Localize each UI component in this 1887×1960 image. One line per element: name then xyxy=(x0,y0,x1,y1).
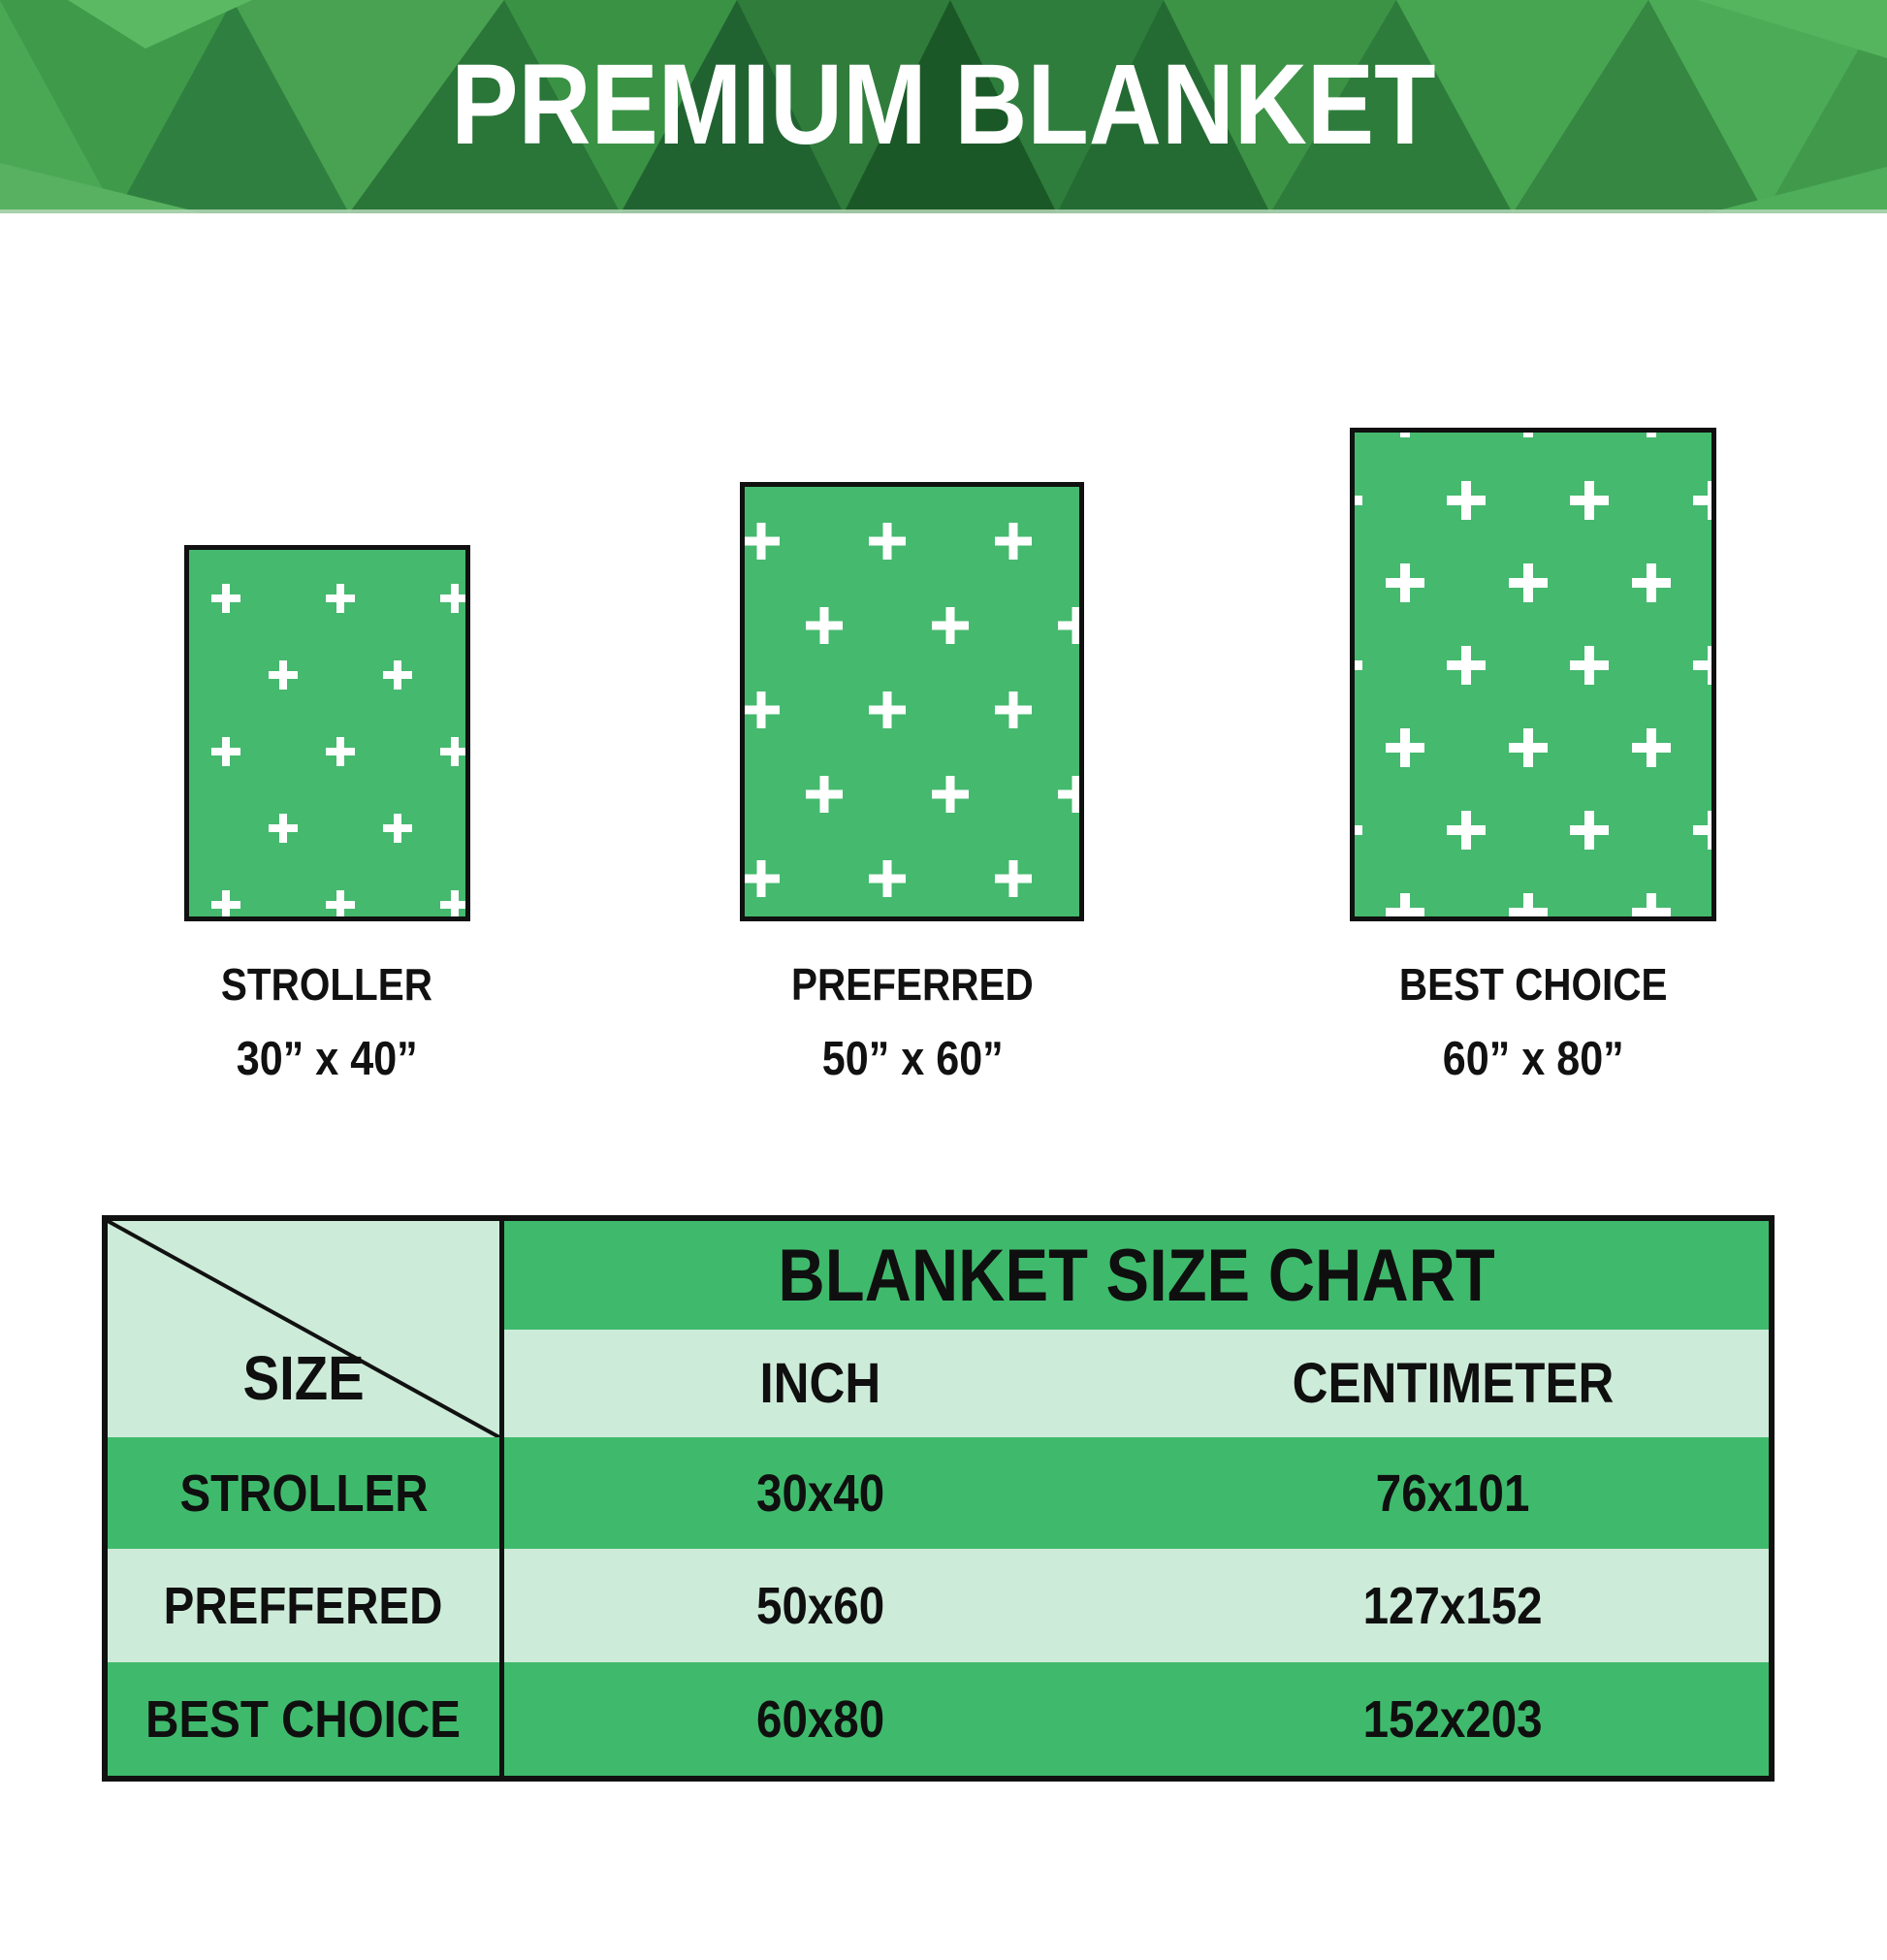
plus-pattern xyxy=(1355,433,1711,916)
low-poly-green-background xyxy=(0,0,1887,213)
blanket-name-preferred: PREFERRED xyxy=(660,958,1165,1011)
blanket-size-best-choice: 60” x 80” xyxy=(1281,1032,1785,1086)
blanket-name-stroller: STROLLER xyxy=(75,958,579,1011)
blanket-name-text: PREFERRED xyxy=(791,959,1034,1010)
table-corner-cell: SIZE xyxy=(108,1221,504,1437)
blanket-figure-preferred xyxy=(740,482,1084,921)
column-header-centimeter: CENTIMETER xyxy=(1136,1330,1769,1437)
cell-preffered-inch: 50x60 xyxy=(504,1549,1136,1662)
blanket-size-preferred: 50” x 60” xyxy=(660,1032,1165,1086)
blanket-name-text: STROLLER xyxy=(220,959,433,1010)
diagonal-divider-line xyxy=(108,1221,499,1437)
blanket-name-best-choice: BEST CHOICE xyxy=(1281,958,1785,1011)
cell-stroller-inch: 30x40 xyxy=(504,1437,1136,1549)
blanket-size-text: 60” x 80” xyxy=(1442,1033,1624,1085)
row-header-stroller: STROLLER xyxy=(108,1437,504,1549)
row-header-preffered: PREFFERED xyxy=(108,1549,504,1662)
page-title: PREMIUM BLANKET xyxy=(0,0,1887,209)
cell-best-choice-inch: 60x80 xyxy=(504,1662,1136,1776)
plus-pattern xyxy=(189,550,465,916)
blanket-size-text: 50” x 60” xyxy=(821,1033,1004,1085)
cell-best-choice-centimeter: 152x203 xyxy=(1136,1662,1769,1776)
table-title: BLANKET SIZE CHART xyxy=(504,1221,1769,1330)
column-header-inch: INCH xyxy=(504,1330,1136,1437)
blanket-figure-best-choice xyxy=(1350,428,1716,921)
banner: PREMIUM BLANKET xyxy=(0,0,1887,213)
cell-stroller-centimeter: 76x101 xyxy=(1136,1437,1769,1549)
size-chart-table: SIZE BLANKET SIZE CHART INCH CENTIMETER … xyxy=(102,1215,1775,1782)
page-title-text: PREMIUM BLANKET xyxy=(451,41,1436,169)
blanket-name-text: BEST CHOICE xyxy=(1398,959,1668,1010)
plus-pattern xyxy=(745,487,1079,916)
blanket-size-stroller: 30” x 40” xyxy=(75,1032,579,1086)
blanket-size-text: 30” x 40” xyxy=(236,1033,418,1085)
cell-preffered-centimeter: 127x152 xyxy=(1136,1549,1769,1662)
blanket-figure-stroller xyxy=(184,545,470,921)
row-header-best-choice: BEST CHOICE xyxy=(108,1662,504,1776)
corner-size-label: SIZE xyxy=(242,1343,365,1413)
